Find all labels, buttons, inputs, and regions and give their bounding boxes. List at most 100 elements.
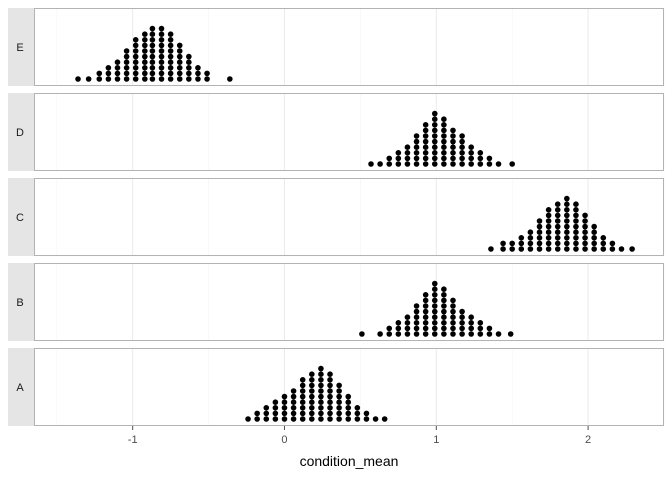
dot-e [114, 70, 121, 77]
dot-e [132, 37, 139, 43]
dot-b [422, 320, 429, 326]
x-axis-title: condition_mean [300, 453, 399, 469]
panel-border [34, 348, 664, 426]
dot-e [167, 48, 174, 54]
dot-b [359, 331, 365, 337]
dot-b [468, 314, 475, 321]
dot-b [413, 325, 420, 332]
x-axis: -1 0 1 2 [128, 426, 591, 446]
dot-b [431, 331, 438, 337]
x-tick-label: 0 [281, 434, 287, 446]
dot-e [132, 48, 139, 54]
dot-e [176, 65, 183, 71]
dot-d [422, 150, 429, 156]
dot-c [545, 207, 552, 213]
panel-background [34, 93, 664, 171]
dot-c [591, 235, 597, 241]
dot-d [422, 161, 429, 167]
facet-strip-d [8, 93, 34, 171]
dot-a [263, 410, 270, 417]
dot-d [404, 150, 411, 156]
dot-c [500, 246, 506, 252]
dot-d [450, 127, 456, 134]
dot-c [564, 223, 570, 230]
dot-c [573, 201, 579, 207]
dot-d [431, 161, 438, 167]
dot-b [395, 320, 402, 326]
dot-c [582, 223, 588, 230]
dot-a [327, 416, 333, 422]
dot-c [518, 235, 525, 241]
dot-e [149, 70, 156, 77]
dot-d [386, 161, 393, 167]
dot-b [468, 331, 475, 337]
dot-b [441, 286, 447, 293]
dot-a [327, 382, 333, 389]
dot-c [591, 229, 597, 235]
dot-a [363, 416, 370, 422]
dot-c [618, 246, 625, 252]
dot-d [468, 161, 475, 167]
dot-e [142, 48, 148, 54]
dot-c [573, 223, 579, 230]
dot-d [495, 161, 502, 167]
dot-e [186, 65, 192, 71]
dot-d [486, 161, 493, 167]
dot-d [413, 138, 420, 145]
dot-b [386, 325, 393, 332]
dot-a [290, 405, 297, 411]
dot-e [158, 25, 165, 32]
dot-b [468, 325, 475, 332]
dot-b [413, 331, 420, 337]
dot-c [518, 240, 525, 247]
dot-a [309, 393, 315, 400]
dot-c [582, 235, 588, 241]
dot-c [554, 201, 561, 207]
dot-e [204, 70, 210, 77]
dot-b [459, 320, 465, 326]
panel-border [34, 178, 664, 256]
dot-a [336, 399, 342, 406]
dot-a [354, 405, 361, 411]
dot-e [142, 59, 148, 65]
dot-b [395, 325, 402, 332]
dot-e [149, 48, 156, 54]
dot-e [132, 76, 139, 82]
dot-c [545, 223, 552, 230]
dot-e [167, 70, 174, 77]
dot-d [413, 155, 420, 162]
dot-b [431, 303, 438, 309]
dot-b [468, 320, 475, 326]
dot-d [459, 133, 465, 139]
dot-a [290, 410, 297, 417]
dot-d [413, 133, 420, 139]
facet-strip-e [8, 8, 34, 86]
dot-e [132, 59, 139, 65]
dot-d [509, 161, 515, 167]
dot-c [573, 240, 579, 247]
dot-b [431, 314, 438, 321]
dot-a [290, 416, 297, 422]
dot-e [105, 76, 112, 82]
dot-e [132, 53, 139, 60]
dot-b [404, 320, 411, 326]
dot-c [564, 195, 570, 202]
dot-d [450, 161, 456, 167]
panel-background [34, 8, 664, 86]
dot-d [431, 133, 438, 139]
dot-b [441, 292, 447, 298]
dot-d [450, 133, 456, 139]
dot-c [536, 235, 543, 241]
dot-a [318, 405, 324, 411]
dot-a [299, 388, 306, 394]
dot-e [142, 76, 148, 82]
facet-label-b: B [16, 297, 23, 309]
dot-b [486, 325, 493, 332]
dot-a [309, 377, 315, 383]
dot-e [149, 42, 156, 49]
dot-d [431, 144, 438, 150]
dot-a [272, 399, 279, 406]
dot-b [450, 320, 456, 326]
dot-d [450, 150, 456, 156]
dot-c [564, 246, 570, 252]
